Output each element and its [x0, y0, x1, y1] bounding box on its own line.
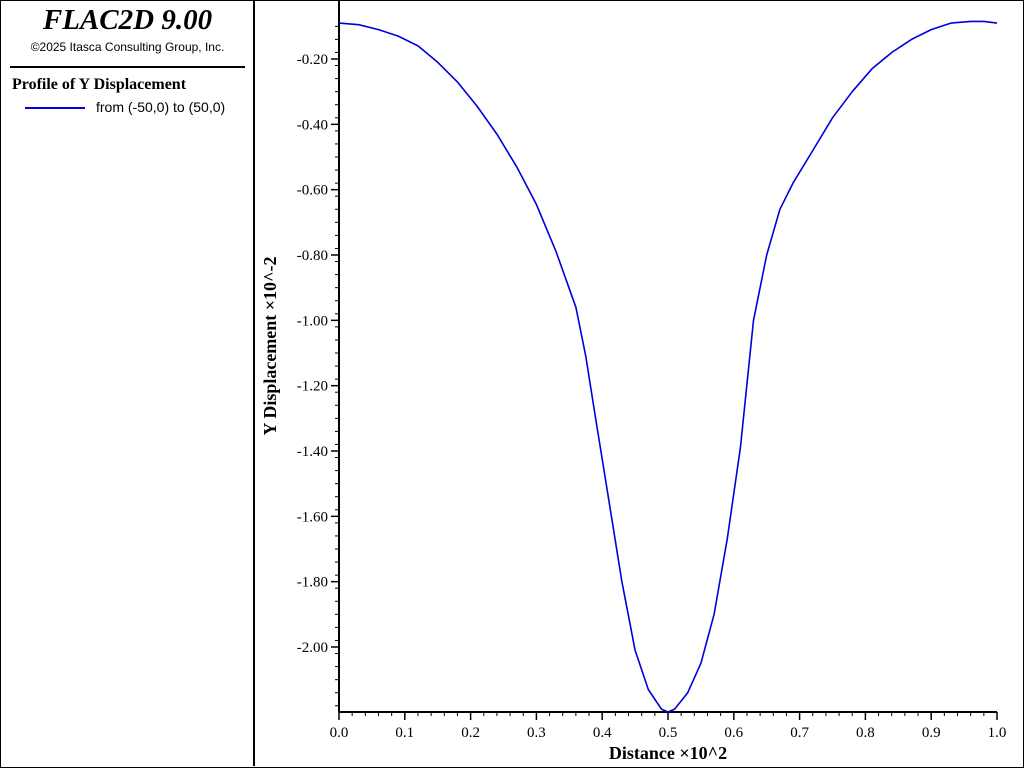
y-tick-label: -0.40 — [297, 117, 328, 133]
x-tick-label: 0.4 — [593, 725, 612, 741]
legend-line-swatch — [25, 107, 85, 109]
x-tick-label: 0.7 — [790, 725, 809, 741]
y-tick-label: -0.60 — [297, 183, 328, 199]
y-tick-label: -1.20 — [297, 379, 328, 395]
y-axis-title: Y Displacement ×10^-2 — [260, 256, 280, 435]
x-tick-label: 1.0 — [988, 725, 1007, 741]
x-tick-label: 0.8 — [856, 725, 875, 741]
app-title: FLAC2D 9.00 — [42, 4, 213, 36]
x-tick-label: 0.1 — [395, 725, 414, 741]
x-tick-label: 0.2 — [461, 725, 480, 741]
copyright-notice: ©2025 Itasca Consulting Group, Inc. — [30, 40, 225, 54]
x-tick-label: 0.3 — [527, 725, 546, 741]
legend-title: Profile of Y Displacement — [12, 76, 187, 93]
y-tick-label: -1.80 — [297, 575, 328, 591]
series — [338, 20, 998, 713]
y-tick-label: -2.00 — [297, 640, 328, 656]
legend-divider — [10, 66, 245, 68]
plot-area: 0.0 0.1 0.2 0.3 0.4 0.5 0.6 0.7 0.8 0.9 1.0 -0.20 -0… — [260, 0, 1007, 763]
y-tick-label: -1.40 — [297, 444, 328, 460]
x-tick-label: 0.9 — [922, 725, 941, 741]
x-tick-label: 0.0 — [330, 725, 349, 741]
series-line — [338, 20, 998, 713]
x-tick-label: 0.5 — [659, 725, 678, 741]
ticks: 0.0 0.1 0.2 0.3 0.4 0.5 0.6 0.7 0.8 0.9 1.0 -0.20 -0… — [297, 25, 1007, 741]
y-tick-label: -0.20 — [297, 52, 328, 68]
y-tick-label: -1.00 — [297, 313, 328, 329]
legend-entry-label: from (-50,0) to (50,0) — [96, 99, 226, 115]
y-tick-label: -1.60 — [297, 509, 328, 525]
axes — [338, 0, 997, 713]
y-tick-label: -0.80 — [297, 248, 328, 264]
x-axis-title: Distance ×10^2 — [609, 743, 727, 763]
x-tick-label: 0.6 — [724, 725, 743, 741]
legend-panel: FLAC2D 9.00 ©2025 Itasca Consulting Grou… — [0, 0, 255, 766]
